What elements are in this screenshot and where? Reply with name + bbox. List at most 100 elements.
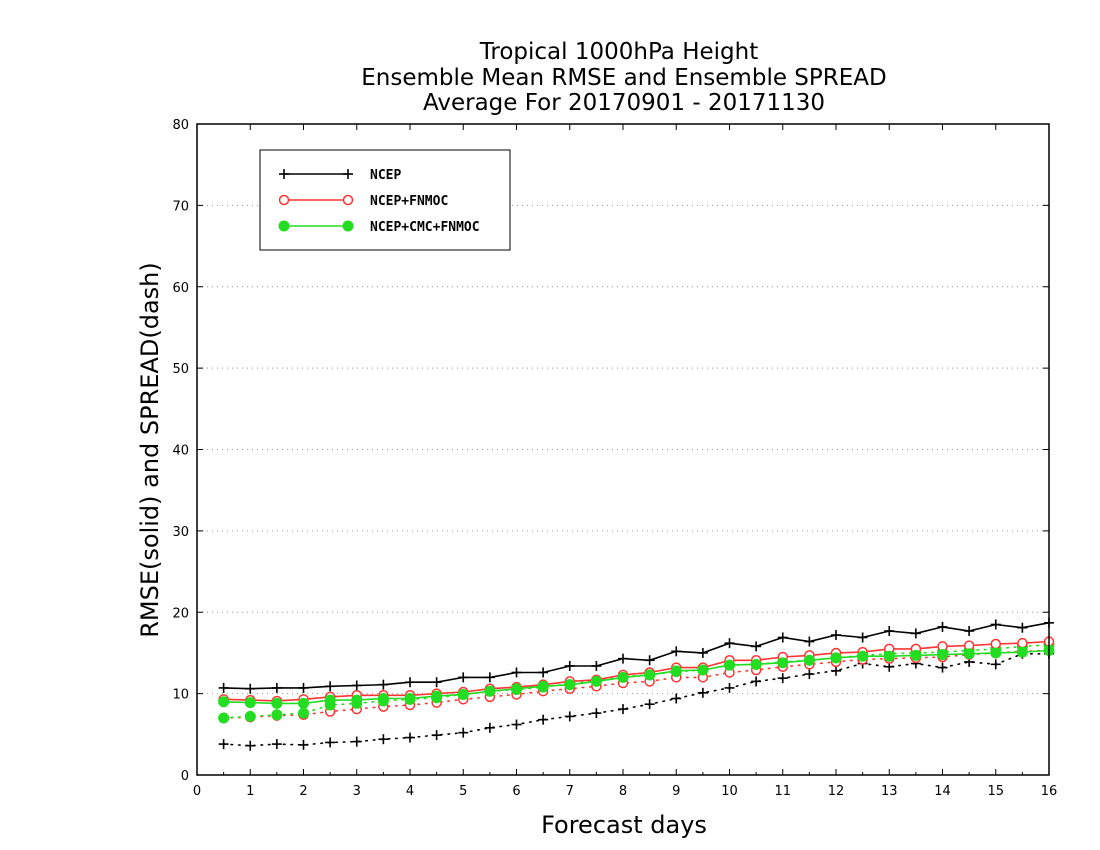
- spread-point: [458, 727, 469, 738]
- rmse-point: [511, 683, 522, 695]
- rmse-point: [1017, 622, 1028, 633]
- y-tick-label: 40: [172, 444, 189, 459]
- spread-point: [937, 662, 948, 673]
- x-tick-label: 7: [566, 784, 574, 799]
- y-tick-label: 80: [172, 118, 189, 133]
- rmse-point: [484, 672, 495, 683]
- y-tick-label: 70: [172, 199, 189, 214]
- spread-point: [405, 732, 415, 743]
- rmse-point: [377, 693, 389, 705]
- y-tick-label: 50: [172, 362, 189, 377]
- rmse-point: [458, 672, 469, 683]
- rmse-point: [670, 665, 682, 677]
- rmse-point: [484, 685, 496, 697]
- spread-point: [298, 707, 309, 719]
- rmse-point: [218, 682, 229, 693]
- x-tick-label: 2: [299, 784, 307, 799]
- legend-label: NCEP: [370, 168, 401, 183]
- legend: NCEP NCEP+FNMOC NCEP+CMC+FNMOC: [259, 149, 511, 251]
- legend-marker: [342, 194, 354, 206]
- spread-point: [298, 739, 309, 750]
- grid-lines: [197, 204, 1049, 695]
- y-tick-label: 20: [172, 606, 189, 621]
- rmse-point: [804, 636, 815, 647]
- x-tick-label: 4: [406, 784, 414, 799]
- rmse-point: [937, 621, 948, 632]
- x-tick-label: 12: [828, 784, 845, 799]
- rmse-point: [831, 630, 841, 641]
- y-tick-label: 0: [181, 769, 189, 784]
- rmse-point: [751, 641, 762, 652]
- rmse-point: [324, 694, 336, 706]
- rmse-point: [990, 638, 1001, 650]
- spread-point: [724, 682, 735, 693]
- x-tick-label: 1: [246, 784, 254, 799]
- rmse-point: [724, 638, 735, 649]
- x-tick-label: 6: [512, 784, 520, 799]
- spread-point: [325, 737, 336, 748]
- y-tick-label: 30: [172, 525, 189, 540]
- rmse-point: [538, 667, 549, 678]
- rmse-point: [697, 664, 709, 676]
- rmse-point: [750, 658, 762, 670]
- x-tick-label: 15: [987, 784, 1004, 799]
- spread-point: [804, 669, 815, 680]
- legend-item: NCEP: [279, 168, 401, 183]
- rmse-point: [1017, 637, 1028, 649]
- x-tick-label: 16: [1041, 784, 1058, 799]
- x-tick-label: 10: [721, 784, 738, 799]
- spread-point: [271, 709, 283, 721]
- rmse-point: [271, 697, 283, 709]
- rmse-point: [244, 697, 256, 709]
- rmse-point: [963, 648, 975, 660]
- spread-point: [218, 739, 229, 750]
- rmse-point: [378, 679, 389, 690]
- spread-point: [538, 714, 549, 725]
- rmse-point: [910, 649, 922, 661]
- spread-point: [777, 673, 788, 684]
- x-tick-label: 11: [774, 784, 791, 799]
- spread-point: [271, 739, 282, 750]
- y-tick-label: 60: [172, 281, 189, 296]
- y-tick-label: 10: [172, 688, 189, 703]
- rmse-point: [511, 667, 522, 678]
- rmse-point: [245, 683, 256, 694]
- rmse-point: [803, 654, 815, 666]
- legend-marker: [278, 220, 290, 232]
- rmse-point: [884, 625, 895, 636]
- spread-point: [245, 740, 256, 751]
- rmse-point: [351, 694, 363, 706]
- rmse-point: [617, 671, 629, 683]
- spread-point: [511, 719, 522, 730]
- rmse-point: [618, 653, 628, 664]
- legend-item: NCEP+CMC+FNMOC: [278, 220, 480, 235]
- rmse-point: [351, 680, 362, 691]
- series-rmse-line: [223, 640, 1050, 702]
- rmse-point: [271, 682, 282, 693]
- x-tick-label: 8: [619, 784, 627, 799]
- legend-label: NCEP+CMC+FNMOC: [370, 220, 480, 235]
- spread-point: [378, 734, 389, 745]
- x-tick-label: 0: [193, 784, 201, 799]
- rmse-point: [990, 647, 1002, 659]
- legend-marker: [278, 194, 290, 206]
- rmse-point: [564, 660, 575, 671]
- rmse-point: [431, 677, 442, 688]
- rmse-point: [910, 628, 921, 639]
- x-tick-label: 5: [459, 784, 467, 799]
- rmse-point: [857, 650, 869, 662]
- x-tick-label: 3: [353, 784, 361, 799]
- spread-point: [990, 659, 1001, 670]
- rmse-point: [697, 647, 708, 658]
- spread-point: [831, 665, 841, 676]
- spread-point: [751, 676, 762, 687]
- chart-title-line-1: Tropical 1000hPa Height: [479, 39, 759, 65]
- rmse-point: [671, 646, 682, 657]
- x-tick-label: 13: [881, 784, 898, 799]
- rmse-point: [218, 696, 230, 708]
- rmse-point: [298, 697, 309, 709]
- spread-point: [244, 710, 256, 722]
- y-axis-label: RMSE(solid) and SPREAD(dash): [136, 262, 164, 638]
- spread-point: [697, 687, 708, 698]
- x-tick-label: 9: [672, 784, 680, 799]
